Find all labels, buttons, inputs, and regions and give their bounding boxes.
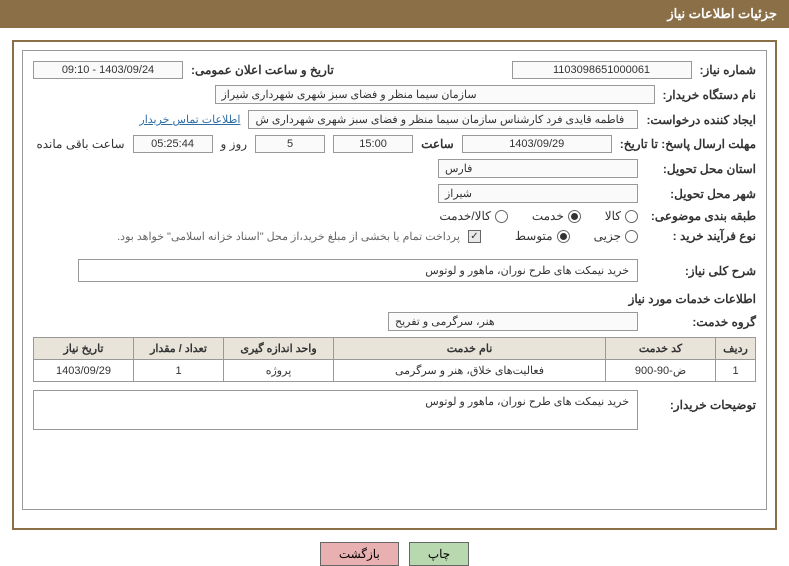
radio-service-circle	[568, 210, 581, 223]
category-label: طبقه بندی موضوعی:	[646, 209, 756, 223]
deadline-time-value: 15:00	[333, 135, 413, 153]
radio-minor-circle	[625, 230, 638, 243]
row-process-type: نوع فرآیند خرید : جزیی متوسط پرداخت تمام…	[33, 229, 756, 243]
general-desc-value: خرید نیمکت های طرح نوران، ماهور و لوتوس	[78, 259, 638, 282]
th-unit: واحد اندازه گیری	[224, 338, 334, 360]
buyer-org-label: نام دستگاه خریدار:	[663, 88, 757, 102]
contact-buyer-link[interactable]: اطلاعات تماس خریدار	[139, 113, 240, 126]
buyer-org-value: سازمان سیما منظر و فضای سبز شهری شهرداری…	[215, 85, 655, 104]
back-button[interactable]: بازگشت	[320, 542, 399, 566]
services-table: ردیف کد خدمت نام خدمت واحد اندازه گیری ت…	[33, 337, 756, 382]
province-value: فارس	[438, 159, 638, 178]
page-header: جزئیات اطلاعات نیاز	[0, 0, 789, 28]
row-buyer-org: نام دستگاه خریدار: سازمان سیما منظر و فض…	[33, 85, 756, 104]
inner-content: AriaTender.net شماره نیاز: 1103098651000…	[22, 50, 767, 510]
row-category: طبقه بندی موضوعی: کالا خدمت کالا/خدمت	[33, 209, 756, 223]
remaining-label: ساعت باقی مانده	[36, 137, 124, 151]
th-qty: تعداد / مقدار	[134, 338, 224, 360]
requester-value: فاطمه قایدی فرد کارشناس سازمان سیما منظر…	[248, 110, 638, 129]
need-number-label: شماره نیاز:	[700, 63, 756, 77]
deadline-label: مهلت ارسال پاسخ: تا تاریخ:	[620, 137, 756, 151]
announce-date-value: 1403/09/24 - 09:10	[33, 61, 183, 79]
main-frame: AriaTender.net شماره نیاز: 1103098651000…	[12, 40, 777, 530]
service-group-label: گروه خدمت:	[646, 315, 756, 329]
row-need-number: شماره نیاز: 1103098651000061 تاریخ و ساع…	[33, 61, 756, 79]
row-buyer-notes: توضیحات خریدار: خرید نیمکت های طرح نوران…	[33, 390, 756, 430]
th-need-date: تاریخ نیاز	[34, 338, 134, 360]
category-radio-group: کالا خدمت کالا/خدمت	[439, 209, 638, 223]
remaining-time-value: 05:25:44	[133, 135, 213, 153]
row-general-desc: شرح کلی نیاز: خرید نیمکت های طرح نوران، …	[33, 259, 756, 282]
radio-goods-service-circle	[495, 210, 508, 223]
remaining-days-label: روز و	[221, 137, 248, 151]
td-need-date: 1403/09/29	[34, 360, 134, 382]
deadline-date-value: 1403/09/29	[462, 135, 612, 153]
city-value: شیراز	[438, 184, 638, 203]
buyer-notes-value: خرید نیمکت های طرح نوران، ماهور و لوتوس	[33, 390, 638, 430]
th-row: ردیف	[716, 338, 756, 360]
buyer-notes-label: توضیحات خریدار:	[646, 390, 756, 412]
radio-medium-circle	[557, 230, 570, 243]
process-radio-group: جزیی متوسط	[515, 229, 638, 243]
td-row: 1	[716, 360, 756, 382]
th-service-name: نام خدمت	[334, 338, 606, 360]
radio-minor[interactable]: جزیی	[594, 229, 638, 243]
announce-date-label: تاریخ و ساعت اعلان عمومی:	[191, 63, 334, 77]
service-group-value: هنر، سرگرمی و تفریح	[388, 312, 638, 331]
payment-checkbox[interactable]	[468, 230, 481, 243]
td-service-code: ض-90-900	[606, 360, 716, 382]
city-label: شهر محل تحویل:	[646, 187, 756, 201]
radio-service[interactable]: خدمت	[532, 209, 581, 223]
need-number-value: 1103098651000061	[512, 61, 692, 79]
table-header-row: ردیف کد خدمت نام خدمت واحد اندازه گیری ت…	[34, 338, 756, 360]
services-info-title: اطلاعات خدمات مورد نیاز	[33, 292, 756, 306]
table-row: 1 ض-90-900 فعالیت‌های خلاق، هنر و سرگرمی…	[34, 360, 756, 382]
row-province: استان محل تحویل: فارس	[33, 159, 756, 178]
page-title: جزئیات اطلاعات نیاز	[667, 6, 777, 21]
general-desc-label: شرح کلی نیاز:	[646, 264, 756, 278]
radio-goods[interactable]: کالا	[605, 209, 638, 223]
td-service-name: فعالیت‌های خلاق، هنر و سرگرمی	[334, 360, 606, 382]
row-city: شهر محل تحویل: شیراز	[33, 184, 756, 203]
requester-label: ایجاد کننده درخواست:	[646, 113, 756, 127]
print-button[interactable]: چاپ	[409, 542, 469, 566]
th-service-code: کد خدمت	[606, 338, 716, 360]
radio-service-label: خدمت	[532, 209, 564, 223]
radio-minor-label: جزیی	[594, 229, 621, 243]
remaining-days-value: 5	[255, 135, 325, 153]
time-label: ساعت	[421, 137, 454, 151]
radio-medium-label: متوسط	[515, 229, 553, 243]
td-qty: 1	[134, 360, 224, 382]
row-deadline: مهلت ارسال پاسخ: تا تاریخ: 1403/09/29 سا…	[33, 135, 756, 153]
radio-goods-label: کالا	[605, 209, 621, 223]
row-service-group: گروه خدمت: هنر، سرگرمی و تفریح	[33, 312, 756, 331]
radio-goods-service[interactable]: کالا/خدمت	[439, 209, 507, 223]
radio-goods-circle	[625, 210, 638, 223]
process-type-label: نوع فرآیند خرید :	[646, 229, 756, 243]
button-row: چاپ بازگشت	[0, 542, 789, 566]
radio-goods-service-label: کالا/خدمت	[439, 209, 490, 223]
radio-medium[interactable]: متوسط	[515, 229, 570, 243]
row-requester: ایجاد کننده درخواست: فاطمه قایدی فرد کار…	[33, 110, 756, 129]
td-unit: پروژه	[224, 360, 334, 382]
payment-note: پرداخت تمام یا بخشی از مبلغ خرید،از محل …	[117, 230, 460, 243]
province-label: استان محل تحویل:	[646, 162, 756, 176]
